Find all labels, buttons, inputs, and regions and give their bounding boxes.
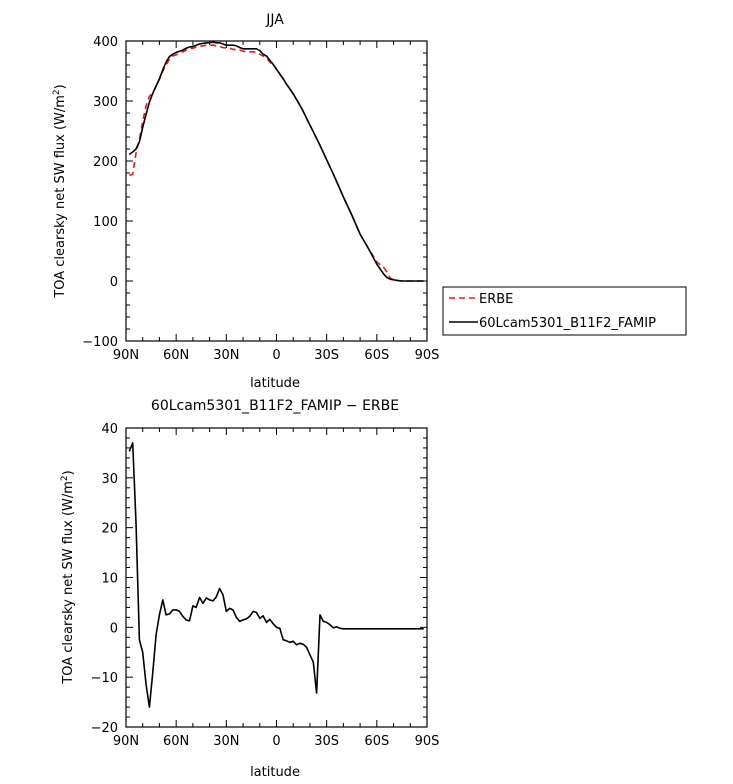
y-tick-label: 400 — [93, 35, 118, 50]
y-axis-label-main: TOA clearsky net SW flux (W/m — [61, 481, 76, 685]
tick-marks — [125, 427, 428, 728]
x-tick-label: 90N — [113, 734, 139, 749]
y-tick-label: 200 — [93, 155, 118, 170]
y-axis-label: TOA clearsky net SW flux (W/m2) — [60, 470, 76, 684]
y-tick-label: 30 — [101, 472, 118, 487]
legend-label-erbe: ERBE — [479, 292, 513, 307]
y-tick-label: 40 — [101, 422, 118, 437]
x-tick-label: 90N — [113, 348, 139, 363]
plot-frame — [125, 427, 428, 728]
y-tick-label: 20 — [101, 522, 118, 537]
x-axis-label: latitude — [250, 376, 300, 391]
x-tick-label: 30N — [213, 734, 239, 749]
tick-marks — [125, 40, 428, 342]
mean-flux-panel: JJA 90N 60N 30N 0 30S 60S 90S 400 300 200 100 0 −10… — [52, 12, 439, 391]
x-tick-label: 60N — [163, 734, 189, 749]
y-tick-labels: 400 300 200 100 0 −100 — [82, 35, 118, 350]
y-axis-label-superscript: 2 — [52, 89, 62, 95]
x-axis-label: latitude — [250, 765, 300, 780]
y-tick-label: −10 — [91, 671, 118, 686]
x-tick-label: 30S — [314, 348, 339, 363]
x-tick-label: 0 — [272, 734, 280, 749]
y-tick-label: 0 — [110, 621, 118, 636]
legend: ERBE 60Lcam5301_B11F2_FAMIP — [442, 286, 687, 336]
x-tick-label: 90S — [415, 734, 440, 749]
panel-title: JJA — [265, 12, 284, 28]
x-tick-label: 30S — [314, 734, 339, 749]
series-lines — [128, 442, 424, 708]
plot-area — [125, 40, 428, 342]
plot-area — [125, 427, 428, 728]
y-tick-label: 300 — [93, 95, 118, 110]
x-tick-label: 60S — [364, 348, 389, 363]
y-axis-label-end: ) — [61, 470, 76, 475]
y-tick-labels: 40 30 20 10 0 −10 −20 — [91, 422, 118, 736]
legend-label-model: 60Lcam5301_B11F2_FAMIP — [479, 316, 656, 331]
x-tick-labels: 90N 60N 30N 0 30S 60S 90S — [113, 348, 440, 363]
y-tick-label: −20 — [91, 721, 118, 736]
difference-panel: 60Lcam5301_B11F2_FAMIP − ERBE 90N 60N 30N 0… — [60, 398, 439, 780]
x-tick-labels: 90N 60N 30N 0 30S 60S 90S — [113, 734, 440, 749]
series-lines — [128, 41, 424, 282]
y-axis-label-main: TOA clearsky net SW flux (W/m — [53, 95, 68, 299]
plot-frame — [125, 40, 428, 342]
y-tick-label: 0 — [110, 275, 118, 290]
legend-box — [442, 286, 687, 336]
y-axis-label: TOA clearsky net SW flux (W/m2) — [52, 84, 68, 298]
y-axis-label-end: ) — [53, 84, 68, 89]
difference-line — [128, 442, 424, 708]
x-tick-label: 30N — [213, 348, 239, 363]
x-tick-label: 60N — [163, 348, 189, 363]
y-tick-label: −100 — [82, 335, 118, 350]
y-axis-label-superscript: 2 — [60, 475, 70, 481]
x-tick-label: 60S — [364, 734, 389, 749]
erbe-line — [129, 44, 424, 282]
x-tick-label: 0 — [272, 348, 280, 363]
60lcam5301-b11f2-famip-line — [128, 41, 424, 282]
panel-title: 60Lcam5301_B11F2_FAMIP − ERBE — [151, 398, 399, 414]
x-tick-label: 90S — [415, 348, 440, 363]
y-tick-label: 100 — [93, 215, 118, 230]
y-tick-label: 10 — [101, 572, 118, 587]
